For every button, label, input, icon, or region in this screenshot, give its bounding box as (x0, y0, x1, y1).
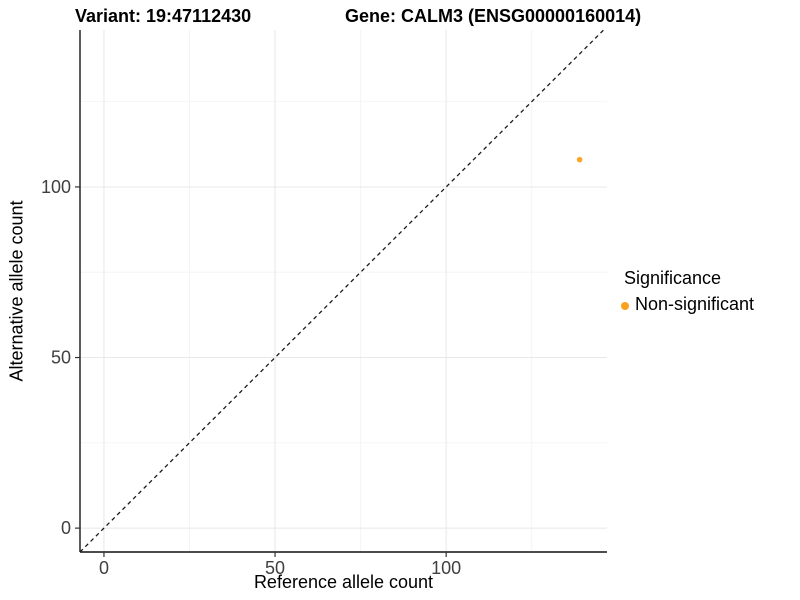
y-axis-tick-label: 0 (61, 518, 71, 538)
plot-title-gene: Gene: CALM3 (ENSG00000160014) (345, 6, 642, 26)
legend-entry: Non-significant (618, 294, 754, 315)
plot-title-variant: Variant: 19:47112430 (75, 6, 252, 26)
legend-title: Significance (624, 268, 722, 288)
x-axis-tick-label: 50 (265, 558, 285, 578)
data-point (576, 156, 583, 163)
x-axis-tick-label: 0 (99, 558, 109, 578)
x-axis-title: Reference allele count (253, 572, 434, 592)
y-axis-tick-label: 100 (41, 177, 71, 197)
y-axis-tick-label: 50 (51, 348, 71, 368)
legend-point-icon (621, 301, 629, 310)
y-axis-title: Alternative allele count (6, 200, 27, 382)
legend-entry-label: Non-significant (635, 294, 755, 314)
legend: Significance Non-significant (618, 268, 754, 315)
identity-line (79, 29, 605, 553)
x-axis-tick-label: 100 (431, 558, 461, 578)
